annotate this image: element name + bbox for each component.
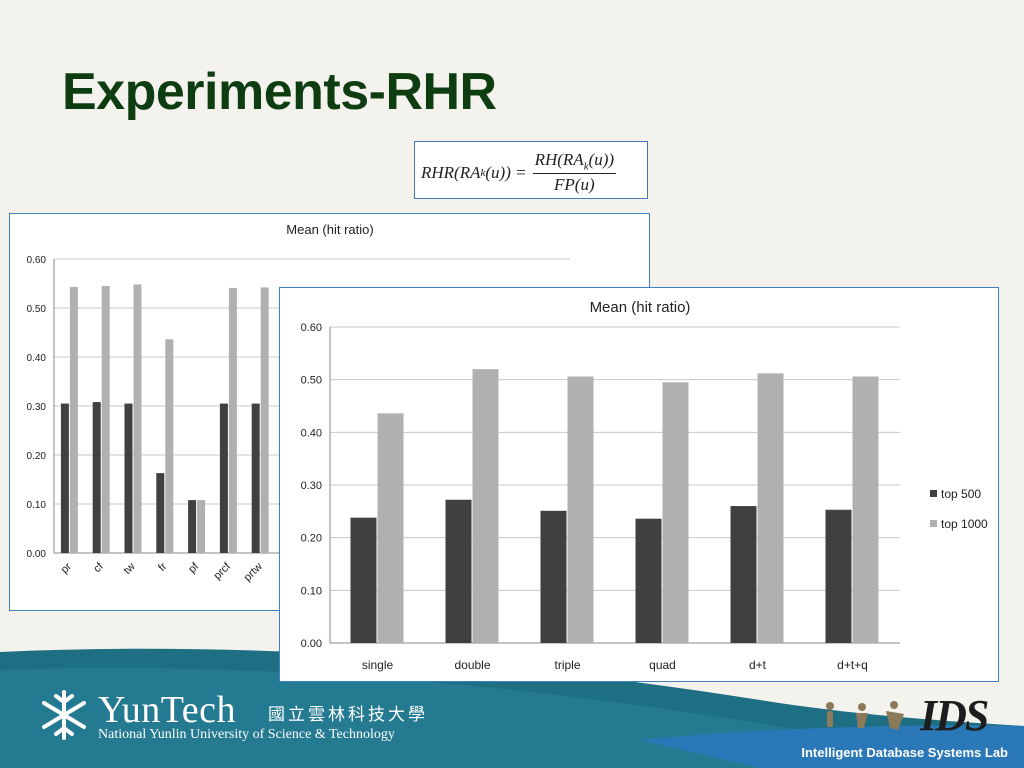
bar-single-series-1: [350, 517, 377, 643]
formula-lhs-sub: k: [480, 166, 486, 179]
legend-swatch: [930, 520, 937, 527]
bar-prtw-series-1: [251, 403, 260, 553]
yuntech-logo-text: YunTech: [98, 689, 237, 731]
chart2-svg: Mean (hit ratio) 0.00 0.10 0.20 0.30 0.40 0.50…: [301, 299, 988, 672]
bar-d+t-series-2: [757, 373, 784, 643]
formula-lhs: RHR(RA: [421, 162, 481, 182]
formula-box: RHR(RA k (u)) = RH(RAk(u)) FP(u): [414, 141, 648, 199]
bar-fr-series-1: [156, 473, 165, 553]
bar-cf-series-1: [92, 402, 101, 553]
x-category-label: d+t: [749, 658, 767, 672]
y-tick-label: 0.00: [301, 638, 322, 650]
y-tick-label: 0.00: [27, 549, 47, 560]
x-category-label: triple: [554, 658, 580, 672]
legend-entry: top 500: [941, 487, 981, 501]
x-category-label: d+t+q: [837, 658, 868, 672]
bar-quad-series-1: [635, 518, 662, 643]
y-tick-label: 0.50: [27, 304, 47, 315]
bar-tw-series-2: [133, 284, 142, 553]
bar-double-series-1: [445, 499, 472, 643]
y-tick-label: 0.20: [301, 533, 322, 545]
y-tick-label: 0.40: [27, 353, 47, 364]
x-category-label: quad: [649, 658, 676, 672]
y-tick-label: 0.10: [27, 500, 47, 511]
bar-d+t-series-1: [730, 506, 757, 643]
bar-fr-series-2: [165, 339, 174, 553]
legend-entry: top 1000: [941, 517, 988, 531]
y-tick-label: 0.40: [301, 427, 322, 439]
bar-triple-series-2: [567, 376, 594, 643]
bar-pf-series-2: [197, 500, 206, 553]
bar-double-series-2: [472, 369, 499, 643]
bar-single-series-2: [377, 413, 404, 643]
chart-title: Mean (hit ratio): [286, 222, 373, 237]
bar-prcf-series-1: [219, 403, 228, 553]
y-tick-label: 0.30: [301, 480, 322, 492]
bar-cf-series-2: [101, 285, 110, 553]
formula-fraction: RH(RAk(u)) FP(u): [532, 150, 617, 195]
formula-lhs-tail: (u)) =: [485, 162, 527, 182]
ids-lab-logo: IDS: [920, 691, 989, 740]
x-category-label: double: [454, 658, 490, 672]
formula-denominator: FP(u): [554, 175, 595, 195]
bar-d+t+q-series-1: [825, 509, 852, 643]
bar-quad-series-2: [662, 382, 689, 643]
bar-pr-series-2: [69, 286, 78, 553]
bar-prcf-series-2: [228, 287, 237, 553]
slide-title: Experiments-RHR: [62, 63, 497, 121]
y-tick-label: 0.50: [301, 375, 322, 387]
legend-swatch: [930, 490, 937, 497]
dancing-figures-icon: [826, 701, 904, 730]
x-category-label: single: [362, 658, 394, 672]
y-tick-label: 0.30: [27, 402, 47, 413]
bar-triple-series-1: [540, 510, 567, 643]
y-tick-label: 0.20: [27, 451, 47, 462]
y-tick-label: 0.60: [301, 322, 322, 334]
formula-numerator: RH(RAk(u)): [532, 150, 617, 175]
lab-name: Intelligent Database Systems Lab: [801, 745, 1008, 760]
yuntech-english-name: National Yunlin University of Science & …: [98, 727, 395, 742]
bar-pr-series-1: [60, 403, 69, 553]
bar-tw-series-1: [124, 403, 133, 553]
bar-prtw-series-2: [260, 287, 269, 553]
bar-d+t+q-series-2: [852, 376, 879, 643]
y-tick-label: 0.60: [27, 255, 47, 266]
chart-hit-ratio-combinations: Mean (hit ratio) 0.00 0.10 0.20 0.30 0.40 0.50…: [279, 287, 999, 682]
yuntech-chinese-name: 國立雲林科技大學: [268, 705, 428, 724]
bar-pf-series-1: [188, 500, 197, 553]
y-tick-label: 0.10: [301, 585, 322, 597]
rhr-formula: RHR(RA k (u)) = RH(RAk(u)) FP(u): [421, 150, 617, 195]
yuntech-snowflake-icon: [42, 690, 86, 740]
chart-title: Mean (hit ratio): [590, 299, 691, 316]
